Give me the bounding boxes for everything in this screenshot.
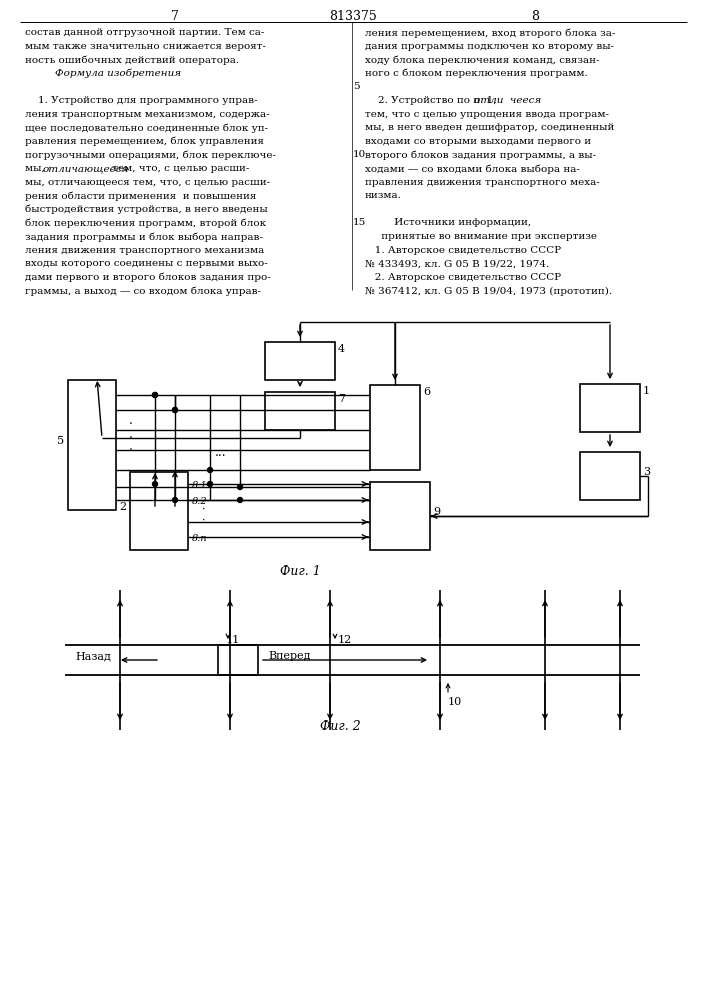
Text: рения области применения  и повышения: рения области применения и повышения — [25, 191, 257, 201]
Circle shape — [153, 392, 158, 397]
Bar — [370, 385, 420, 470]
Text: низма.: низма. — [365, 191, 402, 200]
Text: ходами — со входами блока выбора на-: ходами — со входами блока выбора на- — [365, 164, 580, 174]
Text: № 433493, кл. G 05 B 19/22, 1974.: № 433493, кл. G 05 B 19/22, 1974. — [365, 259, 549, 268]
Bar — [68, 380, 116, 510]
Circle shape — [173, 408, 177, 412]
Text: 2: 2 — [119, 502, 126, 512]
Text: Фиг. 1: Фиг. 1 — [280, 565, 320, 578]
Text: 11: 11 — [226, 635, 240, 645]
Text: 1: 1 — [643, 386, 650, 396]
Circle shape — [173, 408, 177, 412]
Text: 12: 12 — [338, 635, 352, 645]
Text: тем, что с целью упрощения ввода програм-: тем, что с целью упрощения ввода програм… — [365, 110, 609, 119]
Bar — [580, 384, 640, 432]
Text: дания программы подключен ко второму вы-: дания программы подключен ко второму вы- — [365, 42, 614, 51]
Text: 15: 15 — [353, 218, 366, 227]
Circle shape — [238, 485, 243, 489]
Bar — [265, 392, 335, 430]
Text: входами со вторыми выходами первого и: входами со вторыми выходами первого и — [365, 137, 591, 146]
Text: 8.2: 8.2 — [192, 497, 208, 506]
Text: 1. Авторское свидетельство СССР: 1. Авторское свидетельство СССР — [365, 246, 561, 255]
Text: № 367412, кл. G 05 B 19/04, 1973 (прототип).: № 367412, кл. G 05 B 19/04, 1973 (протот… — [365, 286, 612, 296]
Text: 8.п: 8.п — [192, 534, 208, 543]
Text: ·
·: · · — [202, 504, 206, 526]
Text: граммы, а выход — со входом блока управ-: граммы, а выход — со входом блока управ- — [25, 286, 261, 296]
Text: мы,: мы, — [25, 164, 48, 173]
Text: быстродействия устройства, в него введены: быстродействия устройства, в него введен… — [25, 205, 268, 214]
Text: 1. Устройство для программного управ-: 1. Устройство для программного управ- — [25, 96, 257, 105]
Text: дами первого и второго блоков задания про-: дами первого и второго блоков задания пр… — [25, 273, 271, 282]
Text: ного с блоком переключения программ.: ного с блоком переключения программ. — [365, 69, 588, 78]
Text: ность ошибочных действий оператора.: ность ошибочных действий оператора. — [25, 55, 239, 65]
Text: тем, что, с целью расши-: тем, что, с целью расши- — [109, 164, 250, 173]
Circle shape — [153, 392, 158, 397]
Text: принятые во внимание при экспертизе: принятые во внимание при экспертизе — [365, 232, 597, 241]
Circle shape — [238, 497, 243, 502]
Text: ·
·
·: · · · — [129, 418, 133, 458]
Text: 10: 10 — [448, 697, 462, 707]
Text: Вперед: Вперед — [268, 651, 310, 661]
Text: 3: 3 — [643, 467, 650, 477]
Text: входы которого соединены с первыми выхо-: входы которого соединены с первыми выхо- — [25, 259, 268, 268]
Circle shape — [207, 468, 213, 473]
Text: 5: 5 — [353, 82, 360, 91]
Text: 10: 10 — [353, 150, 366, 159]
Text: отли  чееся: отли чееся — [474, 96, 542, 105]
Text: 9: 9 — [433, 507, 440, 517]
Bar — [130, 472, 188, 550]
Text: задания программы и блок выбора направ-: задания программы и блок выбора направ- — [25, 232, 263, 241]
Text: Источники информации,: Источники информации, — [365, 218, 531, 227]
Circle shape — [207, 482, 213, 487]
Text: мы, в него введен дешифратор, соединенный: мы, в него введен дешифратор, соединенны… — [365, 123, 614, 132]
Text: Фиг. 2: Фиг. 2 — [320, 720, 361, 733]
Bar — [580, 452, 640, 500]
Text: Назад: Назад — [75, 651, 111, 661]
Text: блок переключения программ, второй блок: блок переключения программ, второй блок — [25, 218, 266, 228]
Text: ления перемещением, вход второго блока за-: ления перемещением, вход второго блока з… — [365, 28, 615, 37]
Text: ления транспортным механизмом, содержа-: ления транспортным механизмом, содержа- — [25, 110, 269, 119]
Text: 813375: 813375 — [329, 10, 377, 23]
Text: мым также значительно снижается вероят-: мым также значительно снижается вероят- — [25, 42, 266, 51]
Text: ления движения транспортного механизма: ления движения транспортного механизма — [25, 246, 264, 255]
Text: правления движения транспортного меха-: правления движения транспортного меха- — [365, 178, 600, 187]
Text: 7: 7 — [338, 394, 345, 404]
Text: мы, отличающееся тем, что, с целью расши-: мы, отличающееся тем, что, с целью расши… — [25, 178, 270, 187]
Text: 8.1: 8.1 — [192, 481, 208, 490]
Bar — [370, 482, 430, 550]
Circle shape — [173, 497, 177, 502]
Text: погрузочными операциями, блок переключе-: погрузочными операциями, блок переключе- — [25, 150, 276, 160]
Text: 2. Устройство по п. 1,: 2. Устройство по п. 1, — [365, 96, 500, 105]
Text: щее последовательно соединенные блок уп-: щее последовательно соединенные блок уп- — [25, 123, 268, 133]
Text: второго блоков задания программы, а вы-: второго блоков задания программы, а вы- — [365, 150, 596, 160]
Text: 7: 7 — [171, 10, 179, 23]
Text: 2. Авторское свидетельство СССР: 2. Авторское свидетельство СССР — [365, 273, 561, 282]
Text: Формула изобретения: Формула изобретения — [55, 69, 181, 78]
Bar — [265, 342, 335, 380]
Text: ···: ··· — [215, 450, 227, 464]
Text: ходу блока переключения команд, связан-: ходу блока переключения команд, связан- — [365, 55, 600, 65]
Text: 6: 6 — [423, 387, 430, 397]
Text: состав данной отгрузочной партии. Тем са-: состав данной отгрузочной партии. Тем са… — [25, 28, 264, 37]
Circle shape — [153, 482, 158, 487]
Text: 4: 4 — [338, 344, 345, 354]
Text: равления перемещением, блок управления: равления перемещением, блок управления — [25, 137, 264, 146]
Text: 8: 8 — [531, 10, 539, 23]
Text: отличающееся: отличающееся — [43, 164, 129, 173]
Bar — [218, 645, 258, 675]
Text: 5: 5 — [57, 436, 64, 446]
